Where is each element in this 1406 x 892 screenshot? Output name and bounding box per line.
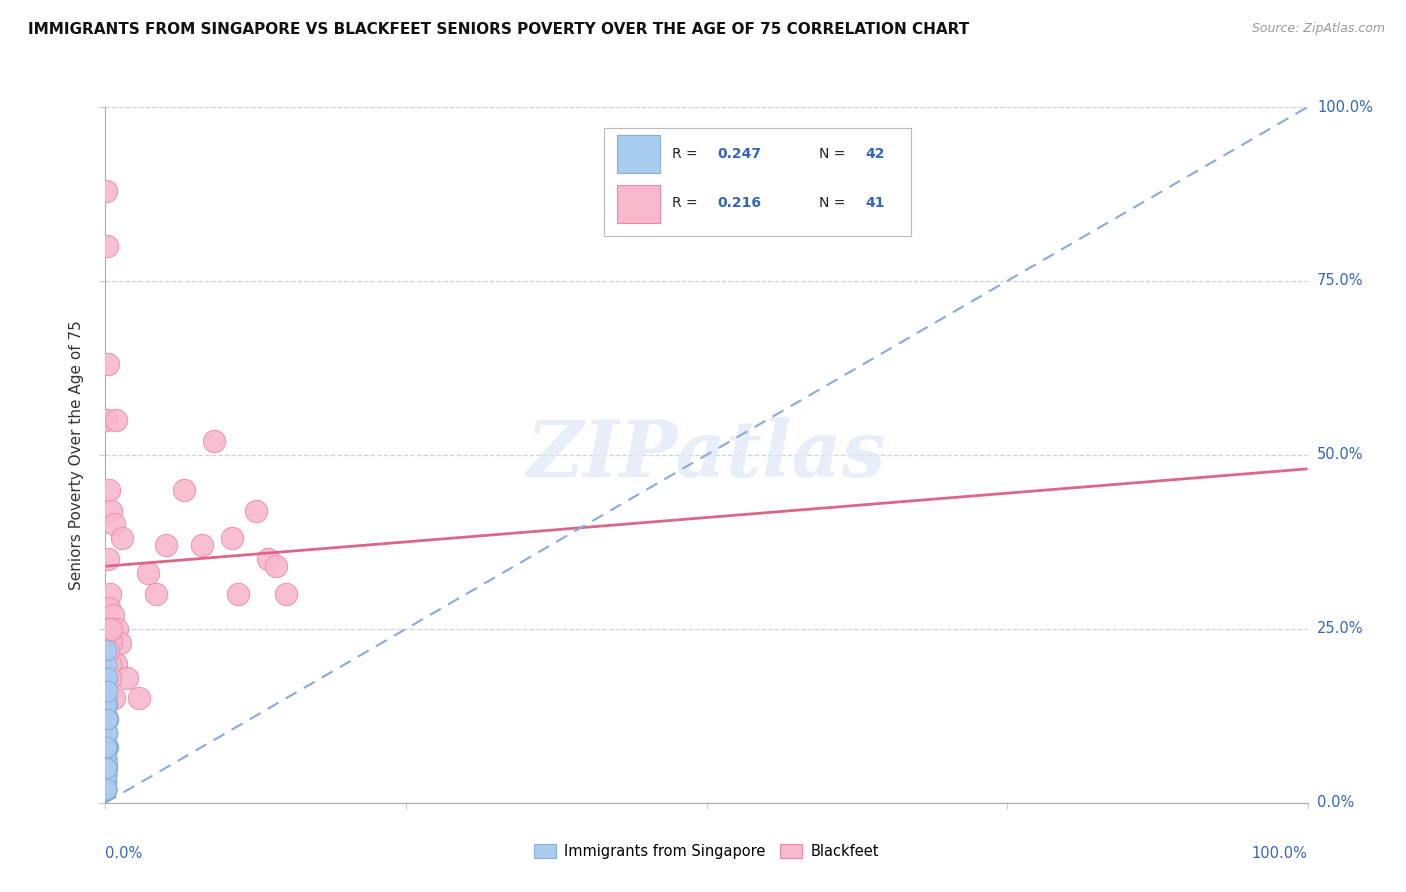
Point [100, 503, 122, 517]
Text: 0.0%: 0.0% [105, 846, 142, 861]
Point [136, 566, 159, 581]
Point [101, 607, 124, 622]
Point [155, 538, 177, 552]
Point [96, 698, 118, 713]
Point [94, 775, 117, 789]
Point [98, 601, 121, 615]
Point [97, 740, 120, 755]
Point [98, 587, 121, 601]
Y-axis label: Seniors Poverty Over the Age of 75: Seniors Poverty Over the Age of 75 [69, 320, 84, 590]
Point [274, 587, 297, 601]
Point [226, 587, 249, 601]
Point [94, 747, 117, 761]
Point [96, 712, 118, 726]
Point [128, 691, 150, 706]
Point [190, 538, 212, 552]
Text: 100.0%: 100.0% [1251, 846, 1308, 861]
Point [96, 768, 118, 782]
Point [96, 768, 118, 782]
Point [94, 768, 117, 782]
Point [96, 642, 118, 657]
Point [96, 726, 118, 740]
Legend: Immigrants from Singapore, Blackfeet: Immigrants from Singapore, Blackfeet [527, 838, 886, 865]
Point [96, 684, 118, 698]
Point [96, 698, 118, 713]
Point [94, 781, 117, 796]
Point [94, 781, 117, 796]
Point [96, 754, 118, 768]
Point [105, 413, 128, 427]
Point [100, 622, 122, 636]
Point [94, 781, 117, 796]
Point [96, 726, 118, 740]
Text: 50.0%: 50.0% [1317, 448, 1364, 462]
Text: 0.0%: 0.0% [1317, 796, 1354, 810]
Point [104, 657, 127, 671]
Point [94, 657, 117, 671]
Point [103, 691, 125, 706]
Point [96, 761, 118, 775]
Point [94, 768, 117, 782]
Point [94, 768, 117, 782]
Point [96, 726, 118, 740]
Point [145, 587, 167, 601]
Point [173, 483, 195, 497]
Point [264, 559, 287, 574]
Text: IMMIGRANTS FROM SINGAPORE VS BLACKFEET SENIORS POVERTY OVER THE AGE OF 75 CORREL: IMMIGRANTS FROM SINGAPORE VS BLACKFEET S… [28, 22, 969, 37]
Point [97, 552, 120, 566]
Point [96, 740, 118, 755]
Point [94, 671, 117, 685]
Point [256, 552, 278, 566]
Point [96, 712, 118, 726]
Point [221, 532, 243, 546]
Point [97, 358, 120, 372]
Text: 100.0%: 100.0% [1317, 100, 1374, 114]
Point [96, 740, 118, 755]
Point [96, 239, 118, 253]
Point [94, 781, 117, 796]
Point [96, 712, 118, 726]
Point [96, 740, 118, 755]
Point [98, 657, 121, 671]
Text: 25.0%: 25.0% [1317, 622, 1364, 636]
Point [111, 532, 134, 546]
Point [108, 636, 131, 650]
Point [96, 413, 118, 427]
Point [98, 483, 121, 497]
Point [94, 781, 117, 796]
Text: ZIPatlas: ZIPatlas [527, 417, 886, 493]
Point [115, 671, 138, 685]
Point [96, 691, 118, 706]
Point [245, 503, 267, 517]
Point [94, 642, 117, 657]
Point [96, 761, 118, 775]
Point [107, 622, 129, 636]
Point [96, 671, 118, 685]
Point [96, 761, 118, 775]
Point [98, 622, 121, 636]
Text: 75.0%: 75.0% [1317, 274, 1364, 288]
Text: Source: ZipAtlas.com: Source: ZipAtlas.com [1251, 22, 1385, 36]
Point [98, 671, 121, 685]
Point [94, 781, 117, 796]
Point [97, 712, 120, 726]
Point [94, 781, 117, 796]
Point [94, 761, 117, 775]
Point [96, 726, 118, 740]
Point [94, 761, 117, 775]
Point [103, 517, 125, 532]
Point [97, 642, 120, 657]
Point [202, 434, 225, 448]
Point [96, 691, 118, 706]
Point [96, 184, 118, 198]
Point [96, 740, 118, 755]
Point [94, 761, 117, 775]
Point [96, 775, 118, 789]
Point [100, 636, 122, 650]
Point [98, 671, 121, 685]
